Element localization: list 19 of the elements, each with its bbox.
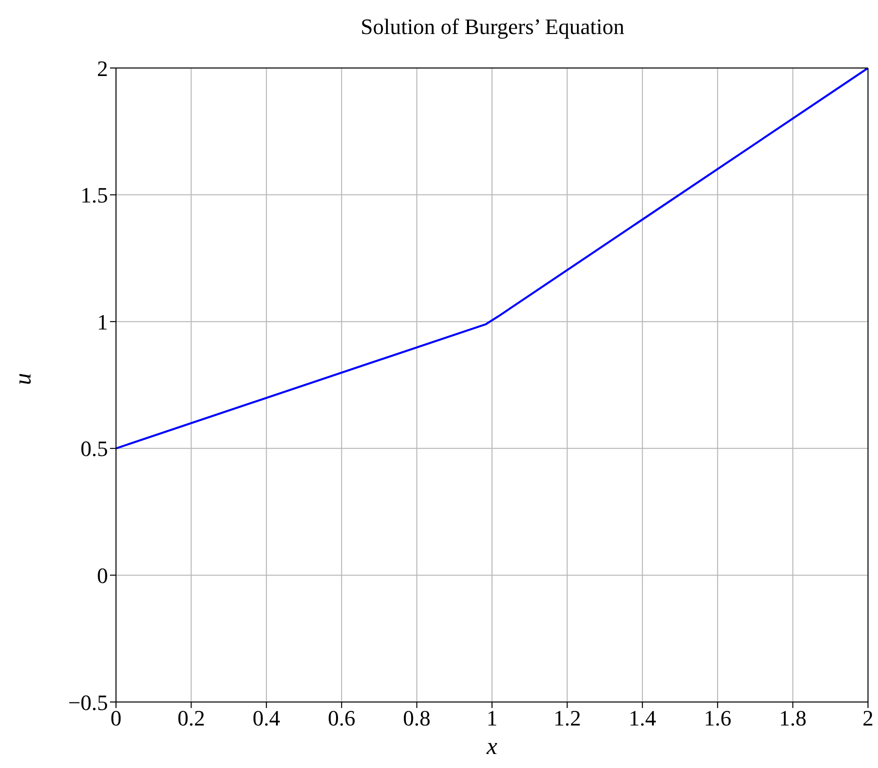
x-axis-title: x: [486, 734, 498, 760]
y-tick-label: 1: [97, 309, 108, 334]
x-tick-label: 1.8: [779, 706, 807, 731]
y-tick-label: 2: [97, 56, 108, 81]
chart-title: Solution of Burgers’ Equation: [360, 14, 626, 40]
y-tick-label: 0.5: [80, 436, 108, 462]
x-tick-label: 1.4: [628, 706, 656, 731]
x-tick-label: 0.8: [403, 706, 431, 731]
x-tick-label: 0.6: [328, 706, 356, 731]
x-tick-label: 1.6: [704, 706, 732, 731]
y-tick-label: 1.5: [80, 182, 108, 208]
x-tick-label: 0.4: [252, 706, 280, 731]
x-tick-label: 2: [862, 706, 874, 731]
y-axis-title: u: [10, 373, 37, 385]
x-tick-label: 0.2: [177, 706, 205, 731]
y-tick-label: −0.5: [68, 690, 108, 715]
y-tick-label: 0: [97, 563, 108, 588]
x-tick-label: 1: [486, 706, 498, 731]
x-tick-label: 1.2: [553, 706, 581, 731]
